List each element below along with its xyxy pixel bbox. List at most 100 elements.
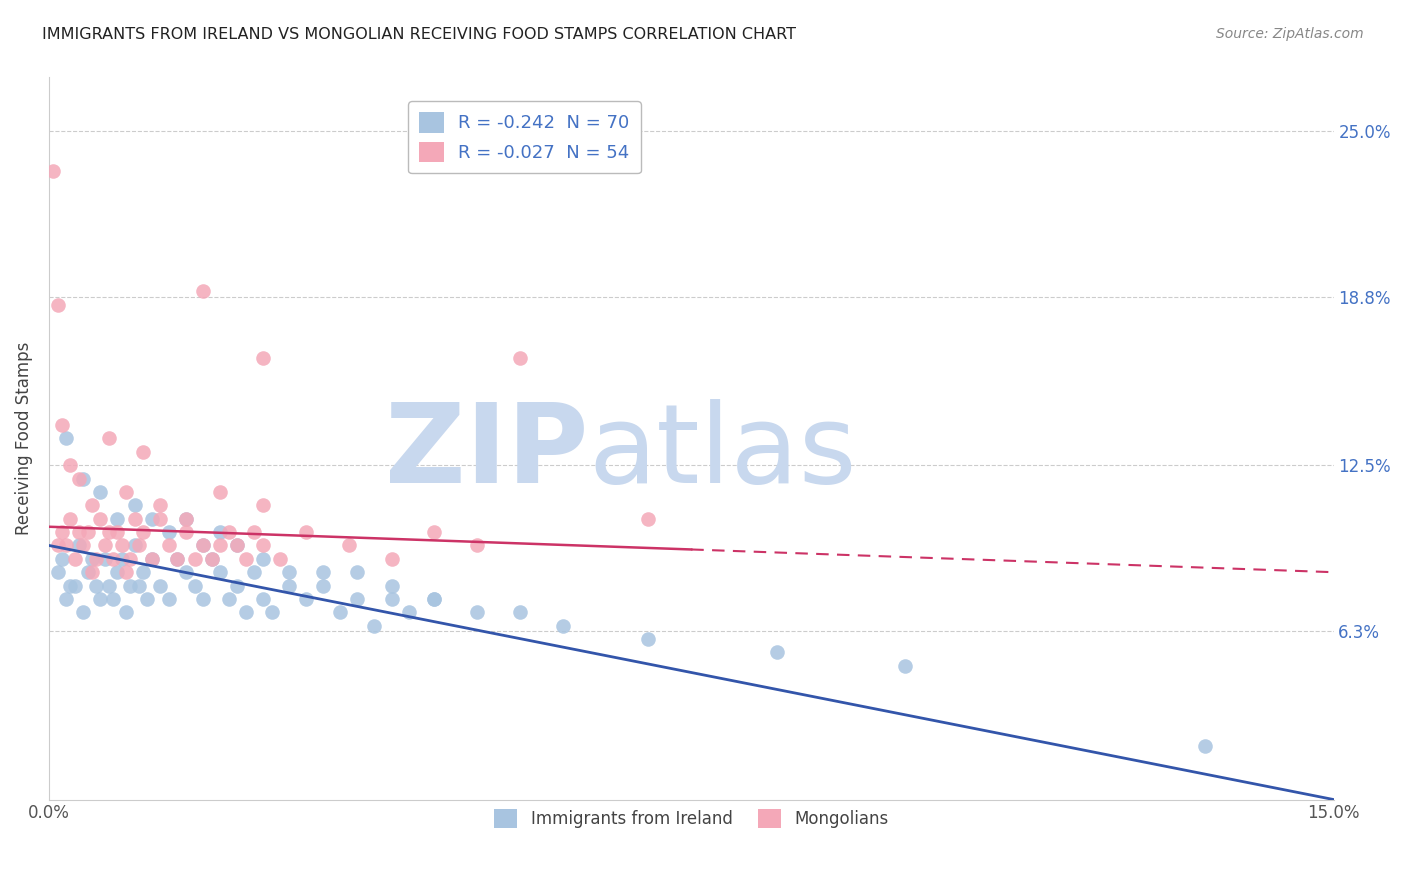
Point [80,551,103,566]
Point [157,538,180,552]
Point [141,512,163,526]
Point [209,525,232,540]
Point [174,512,197,526]
Legend: Immigrants from Ireland, Mongolians: Immigrants from Ireland, Mongolians [488,802,896,835]
Point [67,538,90,552]
Point [46,565,69,579]
Point [235,551,257,566]
Point [107,565,129,579]
Point [51,525,73,540]
Point [465,538,488,552]
Point [72,605,94,619]
Point [89,591,111,606]
Point [191,285,214,299]
Point [423,591,446,606]
Point [51,551,73,566]
Point [124,512,146,526]
Point [509,351,531,366]
Point [97,525,120,540]
Point [277,578,299,592]
Point [894,658,917,673]
Point [174,565,197,579]
Point [132,445,155,459]
Point [136,591,159,606]
Point [183,551,205,566]
Point [132,525,155,540]
Point [59,458,82,473]
Point [89,485,111,500]
Point [174,525,197,540]
Point [252,551,274,566]
Point [46,538,69,552]
Point [166,551,188,566]
Point [277,565,299,579]
Point [103,551,125,566]
Point [295,591,318,606]
Point [346,565,368,579]
Point [120,551,142,566]
Point [141,551,163,566]
Point [55,538,77,552]
Point [149,499,172,513]
Point [93,538,115,552]
Point [337,538,360,552]
Point [67,472,90,486]
Point [72,538,94,552]
Point [93,551,115,566]
Point [209,538,232,552]
Point [124,499,146,513]
Point [67,525,90,540]
Text: IMMIGRANTS FROM IRELAND VS MONGOLIAN RECEIVING FOOD STAMPS CORRELATION CHART: IMMIGRANTS FROM IRELAND VS MONGOLIAN REC… [42,27,796,42]
Point [55,591,77,606]
Point [243,525,266,540]
Point [72,472,94,486]
Point [269,551,291,566]
Point [260,605,283,619]
Point [59,578,82,592]
Point [97,578,120,592]
Point [201,551,224,566]
Point [107,512,129,526]
Point [115,565,138,579]
Point [191,591,214,606]
Point [209,485,232,500]
Point [295,525,318,540]
Point [235,605,257,619]
Point [80,565,103,579]
Point [1194,739,1216,753]
Point [63,578,86,592]
Point [766,645,789,659]
Point [423,525,446,540]
Point [115,605,138,619]
Point [132,565,155,579]
Point [76,525,98,540]
Point [380,591,402,606]
Point [84,578,107,592]
Y-axis label: Receiving Food Stamps: Receiving Food Stamps [15,342,32,535]
Point [398,605,420,619]
Point [201,551,224,566]
Point [509,605,531,619]
Point [218,525,240,540]
Point [252,538,274,552]
Point [218,591,240,606]
Point [55,432,77,446]
Point [128,538,150,552]
Point [637,632,659,646]
Point [141,551,163,566]
Point [51,418,73,433]
Point [183,578,205,592]
Point [226,538,249,552]
Point [346,591,368,606]
Point [166,551,188,566]
Point [115,485,138,500]
Point [329,605,352,619]
Point [124,538,146,552]
Point [191,538,214,552]
Point [226,578,249,592]
Text: atlas: atlas [589,400,858,507]
Point [42,164,65,178]
Point [363,618,385,632]
Point [243,565,266,579]
Point [59,512,82,526]
